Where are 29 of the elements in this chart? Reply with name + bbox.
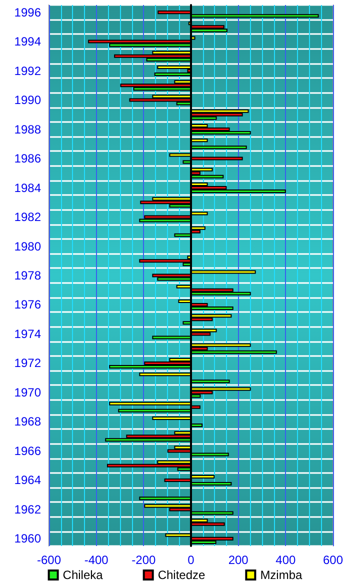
legend-label: Mzimba [260, 568, 303, 582]
y-tick-label: 1964 [14, 473, 42, 488]
y-tick-label: 1976 [14, 298, 42, 312]
y-tick-label: 1988 [14, 122, 42, 136]
y-tick-label: 1970 [14, 385, 42, 400]
x-tick-label: 400 [276, 553, 296, 567]
x-tick-label: 0 [188, 553, 195, 567]
y-tick-label: 1996 [14, 5, 42, 20]
y-tick-label: 1982 [14, 210, 42, 224]
y-tick-label: 1968 [14, 414, 42, 429]
y-tick-label: 1994 [14, 34, 42, 49]
legend-label: Chitedze [158, 568, 206, 582]
x-tick-label: -200 [132, 553, 156, 567]
x-tick-label: -400 [84, 553, 109, 567]
y-tick-label: 1992 [14, 64, 42, 78]
y-tick-label: 1986 [14, 152, 42, 166]
x-tick-label: 200 [228, 553, 249, 567]
legend-label: Chileka [62, 568, 104, 582]
y-tick-label: 1966 [14, 444, 42, 458]
y-tick-label: 1978 [14, 268, 42, 282]
y-tick-label: 1974 [14, 326, 42, 341]
y-tick-label: 1980 [14, 239, 42, 254]
y-tick-label: 1962 [14, 502, 42, 516]
y-tick-label: 1984 [14, 180, 42, 195]
x-tick-label: 600 [322, 553, 344, 567]
y-tick-label: 1990 [14, 93, 42, 108]
y-tick-label: 1972 [14, 356, 42, 370]
y-tick-label: 1960 [14, 532, 42, 546]
x-tick-label: -600 [36, 553, 62, 567]
